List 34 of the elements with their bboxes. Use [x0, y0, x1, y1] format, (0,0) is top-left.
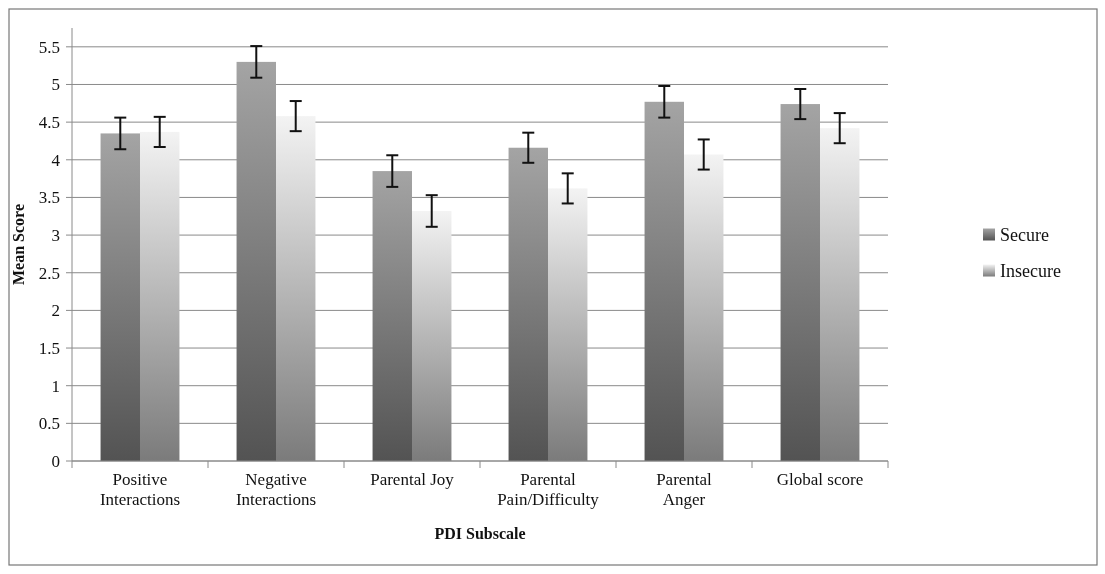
- y-axis-title: Mean Score: [10, 203, 27, 286]
- bar: [412, 210, 452, 461]
- y-tick-label: 0: [51, 451, 60, 471]
- bar: [780, 104, 820, 461]
- bar: [236, 61, 276, 461]
- y-tick-label: 4.5: [38, 113, 60, 133]
- y-tick-label: 5.5: [38, 37, 60, 57]
- x-tick-label: Parental Pain/Difficulty: [497, 470, 600, 509]
- y-tick-label: 5: [51, 75, 60, 95]
- y-tick-label: 4: [51, 150, 61, 170]
- bar: [508, 147, 548, 461]
- bar: [140, 131, 180, 461]
- bar: [548, 188, 588, 461]
- x-tick-label: Global score: [776, 470, 864, 489]
- y-tick-label: 2.5: [38, 263, 60, 283]
- bar: [372, 171, 412, 461]
- x-tick-label: Parental Anger: [656, 470, 713, 509]
- legend-label: Secure: [1000, 224, 1049, 245]
- bar: [276, 116, 316, 461]
- legend-label: Insecure: [1000, 260, 1061, 281]
- bar: [820, 128, 860, 461]
- y-tick-label: 1.5: [38, 338, 60, 358]
- bar: [100, 133, 140, 461]
- y-tick-label: 1: [51, 376, 60, 396]
- y-tick-label: 2: [51, 301, 60, 321]
- x-tick-label: Negative Interactions: [235, 470, 317, 509]
- x-tick-label: Positive Interactions: [99, 470, 181, 509]
- x-tick-label: Parental Joy: [370, 470, 455, 489]
- y-tick-label: 0.5: [38, 414, 60, 434]
- y-tick-label: 3.5: [38, 188, 60, 208]
- bar: [684, 154, 724, 461]
- y-tick-label: 3: [51, 226, 60, 246]
- x-axis-title: PDI Subscale: [434, 525, 526, 542]
- bar: [644, 101, 684, 461]
